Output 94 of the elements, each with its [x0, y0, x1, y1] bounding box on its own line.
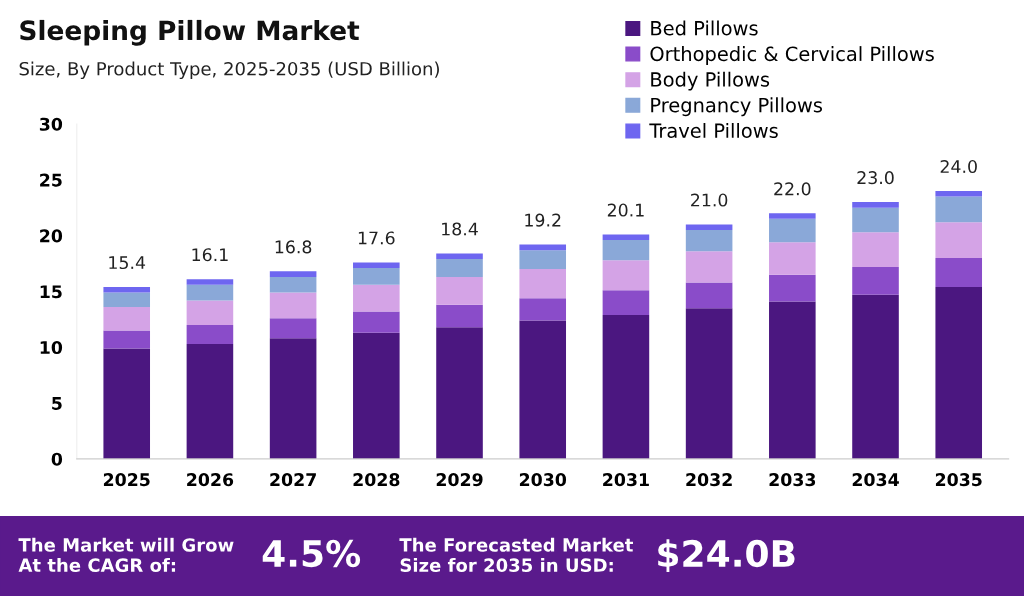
y-tick-label: 30	[39, 117, 63, 131]
bar	[186, 324, 234, 344]
bar	[852, 294, 899, 459]
bar	[935, 286, 983, 459]
bar	[685, 230, 733, 252]
x-tick-label: 2034	[852, 473, 899, 487]
legend-label: Travel Pillows	[649, 122, 778, 139]
bar	[852, 202, 899, 208]
bar	[186, 300, 234, 325]
x-tick-label: 2035	[935, 473, 982, 487]
x-tick-label: 2031	[603, 473, 649, 487]
total-label: 24.0	[940, 159, 977, 174]
bar	[685, 282, 733, 309]
bar	[519, 320, 567, 459]
bar	[935, 196, 983, 223]
bar	[103, 330, 151, 349]
bar	[935, 222, 983, 258]
bar	[685, 224, 733, 231]
bar	[852, 232, 899, 267]
bar	[436, 253, 483, 260]
bar	[103, 307, 151, 331]
bar	[852, 207, 899, 233]
chart-subtitle: Size, By Product Type, 2025-2035 (USD Billion)	[19, 61, 439, 80]
bar	[103, 286, 151, 293]
bar	[685, 251, 733, 283]
total-label: 21.0	[691, 193, 728, 207]
bar	[353, 262, 400, 268]
y-tick-label: 25	[40, 173, 62, 187]
bar	[186, 343, 234, 459]
bar	[103, 348, 151, 459]
total-label: 15.4	[109, 256, 146, 270]
bar	[353, 284, 400, 312]
bar	[353, 332, 400, 459]
bar	[436, 259, 483, 277]
bar	[353, 311, 400, 333]
total-label: 20.1	[607, 203, 644, 217]
bar	[769, 274, 816, 302]
x-tick-label: 2027	[270, 473, 316, 487]
total-label: 17.6	[358, 231, 395, 245]
y-tick-label: 10	[40, 340, 63, 355]
total-label: 16.8	[275, 240, 312, 254]
bar	[436, 327, 483, 459]
legend-label: Pregnancy Pillows	[651, 97, 823, 117]
bar	[685, 308, 733, 459]
y-tick-label: 0	[51, 452, 63, 466]
bar	[269, 318, 317, 339]
x-tick-label: 2026	[187, 473, 234, 487]
bar	[602, 240, 650, 261]
bar	[769, 218, 816, 243]
bar	[852, 266, 899, 295]
y-tick-label: 15	[40, 285, 62, 299]
bar	[186, 284, 234, 301]
bar	[519, 298, 567, 321]
bar	[769, 213, 816, 219]
chart-title: Sleeping Pillow Market	[20, 19, 360, 46]
bar	[935, 190, 983, 197]
bar	[269, 292, 317, 319]
legend-label: Orthopedic & Cervical Pillows	[650, 46, 934, 65]
bar	[602, 290, 650, 315]
y-tick-label: 20	[40, 229, 63, 243]
x-tick-label: 2028	[353, 473, 400, 487]
y-tick-label: 5	[52, 397, 62, 410]
total-label: 23.0	[857, 171, 894, 185]
bar	[269, 338, 317, 459]
bar	[519, 250, 567, 270]
x-tick-label: 2033	[769, 473, 816, 487]
bar	[769, 242, 816, 275]
bar	[769, 301, 816, 459]
x-tick-label: 2030	[519, 473, 567, 487]
text: The Market will Grow At the CAGR of:	[18, 537, 234, 573]
text: The Forecasted Market Size for 2035 in USD:	[399, 537, 633, 573]
text: 4.5%	[262, 539, 361, 568]
bar	[519, 269, 567, 299]
legend-label: Body Pillows	[651, 71, 770, 91]
total-label: 16.1	[192, 248, 228, 262]
total-label: 22.0	[774, 182, 811, 196]
bar	[935, 257, 983, 287]
bar	[186, 279, 234, 285]
x-tick-label: 2032	[686, 473, 732, 487]
bar	[602, 314, 650, 459]
bar	[269, 271, 317, 277]
text: $24.0B	[658, 539, 795, 572]
legend-label: Bed Pillows	[651, 20, 758, 36]
x-tick-label: 2025	[103, 473, 150, 487]
total-label: 18.4	[442, 222, 478, 236]
bar	[269, 276, 317, 293]
bar	[436, 304, 483, 328]
total-label: 19.2	[525, 213, 561, 227]
bar	[602, 260, 650, 291]
x-tick-label: 2029	[436, 473, 483, 487]
bar	[519, 244, 567, 251]
bar	[353, 268, 400, 285]
bar	[436, 276, 483, 305]
bar	[103, 292, 151, 308]
